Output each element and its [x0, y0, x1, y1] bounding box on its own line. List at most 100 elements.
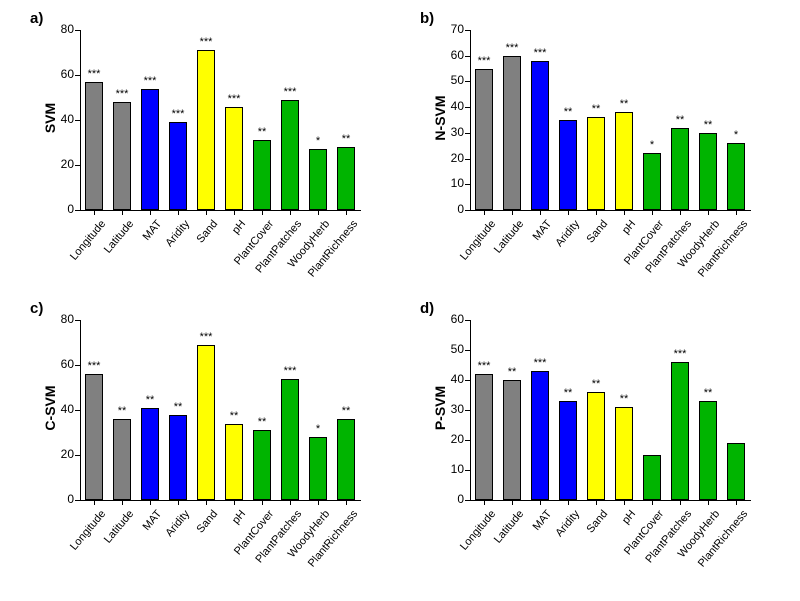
ytick-b — [465, 56, 470, 57]
sig-d-8: ** — [695, 387, 721, 399]
bar-d-latitude — [503, 380, 521, 500]
bar-d-longitude — [475, 374, 493, 500]
ytick-label-a: 80 — [52, 22, 74, 36]
ytick-label-b: 60 — [442, 48, 464, 62]
bar-a-plantpatches — [281, 100, 299, 210]
sig-a-9: ** — [333, 133, 359, 145]
xtick-a — [150, 210, 151, 215]
sig-b-5: ** — [611, 98, 637, 110]
ytick-a — [75, 75, 80, 76]
xtick-d — [624, 500, 625, 505]
ytick-label-d: 50 — [442, 342, 464, 356]
ytick-d — [465, 410, 470, 411]
sig-a-2: *** — [137, 75, 163, 87]
ytick-label-d: 60 — [442, 312, 464, 326]
ytick-b — [465, 210, 470, 211]
sig-b-9: * — [723, 129, 749, 141]
xtick-b — [596, 210, 597, 215]
ytick-label-b: 10 — [442, 176, 464, 190]
bar-d-plantcover — [643, 455, 661, 500]
xtick-a — [262, 210, 263, 215]
panel-label-d: d) — [420, 300, 434, 317]
ytick-c — [75, 500, 80, 501]
ylabel-b: N-SVM — [432, 88, 448, 148]
bar-b-woodyherb — [699, 133, 717, 210]
xtick-a — [290, 210, 291, 215]
sig-c-8: * — [305, 423, 331, 435]
ytick-label-d: 0 — [442, 492, 464, 506]
bar-c-plantpatches — [281, 379, 299, 501]
ytick-label-a: 0 — [52, 202, 74, 216]
xtick-a — [94, 210, 95, 215]
sig-d-2: *** — [527, 357, 553, 369]
sig-b-7: ** — [667, 114, 693, 126]
bar-a-plantrichness — [337, 147, 355, 210]
sig-b-3: ** — [555, 106, 581, 118]
xtick-c — [262, 500, 263, 505]
bar-d-mat — [531, 371, 549, 500]
ytick-a — [75, 165, 80, 166]
bar-d-sand — [587, 392, 605, 500]
sig-a-4: *** — [193, 36, 219, 48]
sig-b-1: *** — [499, 42, 525, 54]
ytick-label-c: 0 — [52, 492, 74, 506]
xtick-a — [178, 210, 179, 215]
sig-b-4: ** — [583, 103, 609, 115]
bar-b-aridity — [559, 120, 577, 210]
ytick-label-a: 40 — [52, 112, 74, 126]
xtick-b — [680, 210, 681, 215]
bar-a-woodyherb — [309, 149, 327, 210]
sig-d-0: *** — [471, 360, 497, 372]
sig-c-9: ** — [333, 405, 359, 417]
ytick-label-b: 70 — [442, 22, 464, 36]
sig-c-3: ** — [165, 401, 191, 413]
xtick-c — [150, 500, 151, 505]
xtick-d — [512, 500, 513, 505]
ytick-d — [465, 350, 470, 351]
xtick-c — [346, 500, 347, 505]
ytick-label-d: 10 — [442, 462, 464, 476]
ytick-label-a: 20 — [52, 157, 74, 171]
bar-c-longitude — [85, 374, 103, 500]
ytick-b — [465, 81, 470, 82]
bar-b-plantcover — [643, 153, 661, 210]
bar-d-plantrichness — [727, 443, 745, 500]
bar-c-ph — [225, 424, 243, 501]
xtick-a — [122, 210, 123, 215]
ytick-c — [75, 365, 80, 366]
ytick-d — [465, 500, 470, 501]
sig-c-4: *** — [193, 331, 219, 343]
ytick-b — [465, 30, 470, 31]
xtick-b — [736, 210, 737, 215]
xtick-a — [234, 210, 235, 215]
panel-label-c: c) — [30, 300, 43, 317]
xtick-c — [178, 500, 179, 505]
bar-a-plantcover — [253, 140, 271, 210]
xtick-a — [206, 210, 207, 215]
sig-a-6: ** — [249, 126, 275, 138]
ytick-c — [75, 410, 80, 411]
sig-b-8: ** — [695, 119, 721, 131]
bar-d-woodyherb — [699, 401, 717, 500]
sig-b-2: *** — [527, 47, 553, 59]
xtick-d — [708, 500, 709, 505]
bar-d-ph — [615, 407, 633, 500]
ytick-c — [75, 320, 80, 321]
sig-c-5: ** — [221, 410, 247, 422]
sig-d-4: ** — [583, 378, 609, 390]
bar-c-latitude — [113, 419, 131, 500]
sig-a-7: *** — [277, 86, 303, 98]
figure: a)SVM020406080***Longitude***Latitude***… — [0, 0, 800, 601]
bar-a-ph — [225, 107, 243, 211]
xtick-c — [122, 500, 123, 505]
bar-c-woodyherb — [309, 437, 327, 500]
xtick-d — [652, 500, 653, 505]
ytick-label-b: 50 — [442, 73, 464, 87]
bar-b-plantpatches — [671, 128, 689, 210]
ytick-c — [75, 455, 80, 456]
ytick-b — [465, 159, 470, 160]
ytick-d — [465, 320, 470, 321]
ytick-label-d: 30 — [442, 402, 464, 416]
ytick-label-a: 60 — [52, 67, 74, 81]
bar-b-sand — [587, 117, 605, 210]
